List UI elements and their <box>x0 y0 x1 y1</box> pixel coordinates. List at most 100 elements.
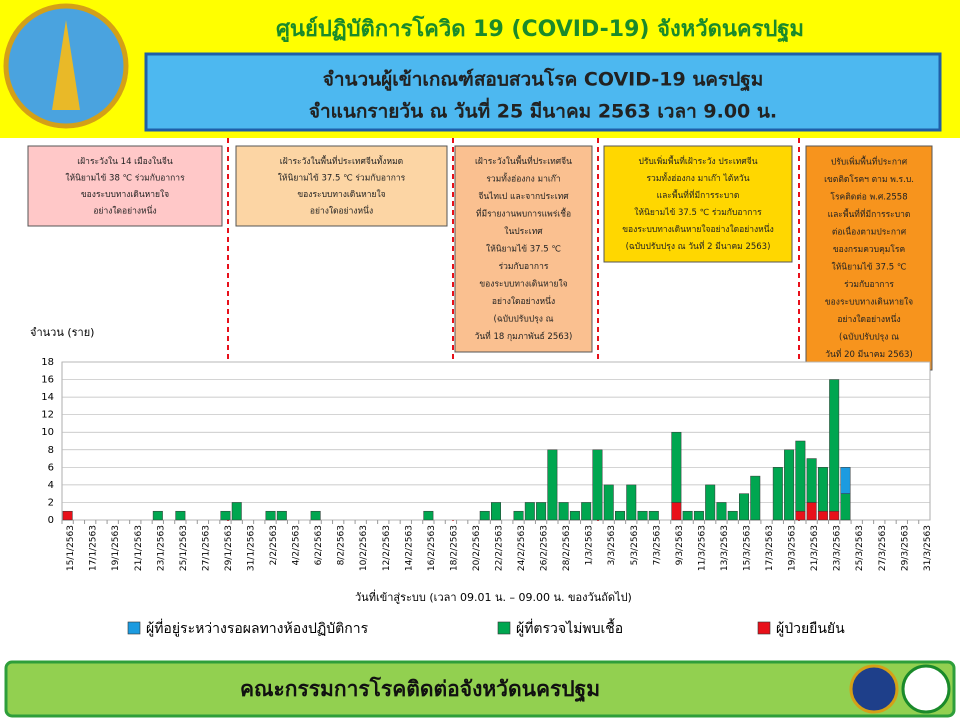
x-tick-label: 10/2/2563 <box>359 525 369 571</box>
bar-segment <box>310 510 321 521</box>
annotation-text: และพื้นที่ที่มีการระบาด <box>657 189 740 201</box>
bar-segment <box>784 449 795 521</box>
bar-segment <box>829 510 840 521</box>
bar-segment <box>152 510 163 521</box>
bar-segment <box>716 502 727 521</box>
annotation-text: รวมทั้งฮ่องกง มาเก๊า ไต้หวัน <box>646 172 749 184</box>
annotation-text: วันที่ 18 กุมภาพันธ์ 2563) <box>475 330 573 342</box>
x-tick-label: 20/2/2563 <box>472 525 482 571</box>
annotation-text: วันที่ 20 มีนาคม 2563) <box>825 348 913 360</box>
x-tick-label: 8/2/2563 <box>337 525 347 565</box>
bar-segment <box>705 484 716 521</box>
annotation-box <box>454 145 593 353</box>
x-tick-label: 1/3/2563 <box>585 525 595 565</box>
bar-segment <box>795 510 806 521</box>
annotation-text: ให้นิยามไข้ 37.5 ℃ <box>486 244 561 255</box>
legend-swatch <box>497 621 511 635</box>
bar-segment <box>750 475 761 521</box>
x-tick-label: 27/1/2563 <box>201 525 211 571</box>
annotation-text: ปรับเพิ่มพื้นที่ประกาศ <box>831 155 908 167</box>
annotation-text: เฝ้าระวังใน 14 เมืองในจีน <box>77 156 173 167</box>
x-tick-label: 21/3/2563 <box>810 525 820 571</box>
bar-segment <box>524 502 535 521</box>
x-tick-label: 12/2/2563 <box>382 525 392 571</box>
annotation-text: ของระบบทางเดินหายใจ <box>81 189 169 200</box>
x-tick-label: 11/3/2563 <box>697 525 707 571</box>
y-tick-label: 18 <box>41 357 54 368</box>
y-tick-label: 2 <box>48 497 54 508</box>
x-tick-label: 26/2/2563 <box>540 525 550 571</box>
bar-segment <box>175 510 186 521</box>
x-tick-label: 24/2/2563 <box>517 525 527 571</box>
bar-segment <box>682 510 693 521</box>
bar-segment <box>739 493 749 521</box>
y-tick-label: 0 <box>48 515 54 526</box>
x-tick-label: 21/1/2563 <box>134 525 144 571</box>
annotation-text: อย่างใดอย่างหนึ่ง <box>310 204 373 216</box>
x-tick-label: 27/3/2563 <box>878 525 888 571</box>
annotation-text: อย่างใดอย่างหนึ่ง <box>837 313 900 325</box>
x-tick-label: 17/3/2563 <box>765 525 775 571</box>
annotation-text: ที่มีรายงานพบการแพร่เชื้อ <box>476 208 571 220</box>
annotation-box <box>805 145 933 371</box>
x-tick-label: 18/2/2563 <box>449 525 459 571</box>
x-tick-label: 3/3/2563 <box>607 525 617 565</box>
bar-segment <box>626 484 637 521</box>
legend-label: ผู้ที่ตรวจไม่พบเชื้อ <box>516 618 623 637</box>
annotation-text: ให้นิยามไข้ 38 ℃ ร่วมกับอาการ <box>65 172 185 183</box>
bar-segment <box>817 510 828 521</box>
annotation-text: อย่างใดอย่างหนึ่ง <box>492 295 555 307</box>
x-tick-label: 22/2/2563 <box>495 525 505 571</box>
bar-segment <box>513 510 524 521</box>
y-axis-label: จำนวน (ราย) <box>30 326 94 339</box>
annotation-text: เฝ้าระวังในพื้นที่ประเทศจีน <box>475 155 572 167</box>
x-tick-label: 25/1/2563 <box>179 525 189 571</box>
annotation-text: ให้นิยามไข้ 37.5 ℃ ร่วมกับอาการ <box>634 207 762 218</box>
x-tick-label: 19/1/2563 <box>111 525 121 571</box>
bar-segment <box>671 431 682 503</box>
bar-segment <box>727 510 738 521</box>
x-tick-label: 6/2/2563 <box>314 525 324 565</box>
x-tick-label: 28/2/2563 <box>562 525 572 571</box>
legend-label: ผู้ป่วยยืนยัน <box>776 621 845 637</box>
bar-segment <box>648 510 659 521</box>
annotation-text: ร่วมกับอาการ <box>844 280 894 290</box>
bar-segment <box>806 502 817 521</box>
logo <box>901 664 951 714</box>
annotation-box <box>235 145 448 227</box>
y-tick-label: 16 <box>41 375 54 386</box>
annotation-box <box>603 145 793 263</box>
annotation-text: (ฉบับปรับปรุง ณ <box>839 332 899 342</box>
annotation-text: จีนไทเป และจากประเทศ <box>478 191 569 202</box>
x-tick-label: 13/3/2563 <box>720 525 730 571</box>
bar-segment <box>693 510 704 521</box>
annotation-text: ของกรมควบคุมโรค <box>833 244 905 255</box>
y-tick-label: 8 <box>48 445 54 456</box>
y-tick-label: 14 <box>41 392 54 403</box>
bar-segment <box>479 510 490 521</box>
x-tick-label: 17/1/2563 <box>89 525 99 571</box>
annotation-text: ต่อเนื่องตามประกาศ <box>832 225 907 237</box>
bar-segment <box>806 458 817 503</box>
annotation-text: (ฉบับปรับปรุง ณ วันที่ 2 มีนาคม 2563) <box>626 240 771 252</box>
bar-segment <box>795 440 806 512</box>
annotation-text: ของระบบทางเดินหายใจอย่างใดอย่างหนึ่ง <box>622 223 774 235</box>
bar-segment <box>671 502 682 521</box>
annotation-text: โรคติดต่อ พ.ศ.2558 <box>830 191 907 202</box>
x-tick-label: 4/2/2563 <box>292 525 302 565</box>
annotation-text: เฝ้าระวังในพื้นที่ประเทศจีนทั้งหมด <box>280 155 403 167</box>
bar-segment <box>603 484 614 521</box>
y-tick-label: 12 <box>41 410 54 421</box>
subtitle-box <box>144 52 942 132</box>
bar-segment <box>276 510 287 521</box>
legend-swatch <box>757 621 771 635</box>
subtitle: จำแนกรายวัน ณ วันที่ 25 มีนาคม 2563 เวลา… <box>309 98 777 123</box>
y-tick-label: 10 <box>41 427 54 438</box>
x-tick-label: 7/3/2563 <box>652 525 662 565</box>
x-tick-label: 25/3/2563 <box>855 525 865 571</box>
annotation-text: ในประเทศ <box>504 226 543 237</box>
x-tick-label: 19/3/2563 <box>788 525 798 571</box>
bar-segment <box>220 510 231 521</box>
annotation-box <box>27 145 223 227</box>
